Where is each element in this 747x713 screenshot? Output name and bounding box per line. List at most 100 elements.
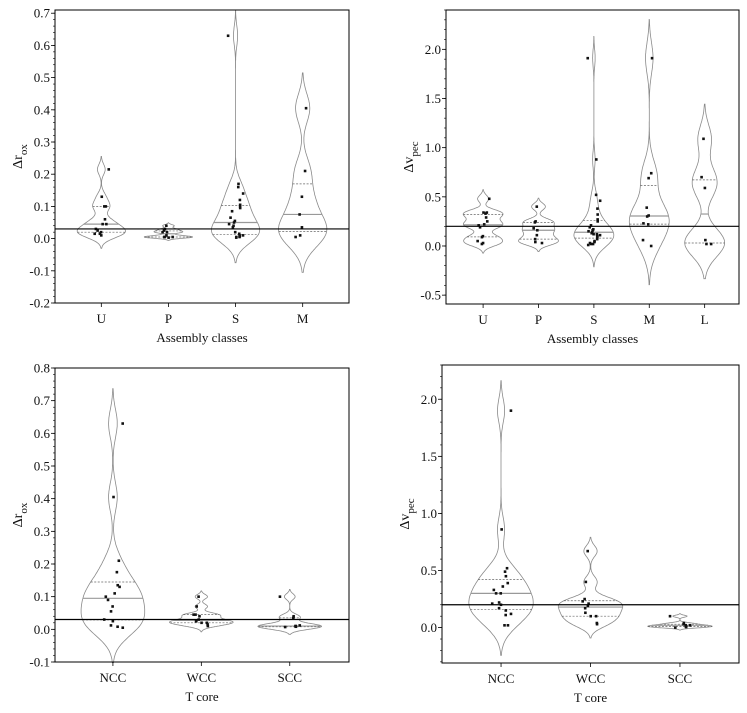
x-axis-label: T core <box>574 690 608 705</box>
y-tick-label: -0.1 <box>29 263 50 278</box>
data-point <box>509 612 513 616</box>
data-point <box>232 224 235 228</box>
violin-wcc <box>557 536 624 639</box>
data-point <box>99 234 103 237</box>
y-axis-label-subscript: pec <box>405 498 417 513</box>
data-point <box>589 614 593 618</box>
data-point <box>294 625 298 629</box>
data-point <box>497 606 501 610</box>
data-point <box>646 223 650 226</box>
y-axis-label-subscript: ox <box>18 502 30 514</box>
data-point <box>104 595 108 598</box>
x-tick-label: M <box>297 311 309 326</box>
data-point <box>705 242 708 246</box>
y-tick-label: 0.0 <box>425 238 441 253</box>
x-tick-label: P <box>535 312 542 327</box>
data-point <box>590 231 593 235</box>
data-point <box>583 606 587 610</box>
x-tick-label: WCC <box>187 670 217 685</box>
y-tick-label: 2.0 <box>421 392 437 407</box>
panel-4: 0.0 0.5 1.0 1.5 2.0 NCC WCC SCC T core Δvpec <box>398 364 740 705</box>
data-point <box>645 215 649 218</box>
data-point <box>162 229 166 232</box>
data-point <box>101 222 104 226</box>
violin-body <box>684 103 726 280</box>
violin-body <box>647 613 713 631</box>
data-point <box>165 224 168 228</box>
data-point <box>482 211 485 214</box>
data-point <box>109 610 113 613</box>
data-point <box>586 56 590 60</box>
x-tick-label: WCC <box>576 671 606 686</box>
data-point <box>103 217 107 221</box>
violin-u <box>76 156 126 249</box>
data-point <box>596 218 599 221</box>
violin-ncc <box>468 380 534 656</box>
data-point <box>206 623 209 626</box>
y-tick-label: 0.5 <box>34 459 50 474</box>
violin-u <box>462 189 504 254</box>
data-point <box>595 158 598 161</box>
data-point <box>292 614 295 618</box>
data-point <box>497 601 501 604</box>
data-point <box>298 234 302 237</box>
data-point <box>298 624 302 627</box>
data-point <box>206 624 210 628</box>
y-tick-label: 0.5 <box>34 70 50 85</box>
data-point <box>106 598 110 602</box>
data-point <box>233 230 237 234</box>
data-point <box>96 229 99 232</box>
y-tick-label: 0.0 <box>34 622 50 637</box>
y-axis-label: Δrox <box>11 502 30 527</box>
data-point <box>703 186 707 190</box>
x-tick-label: NCC <box>100 670 127 685</box>
violin-p <box>518 197 559 252</box>
data-point <box>595 232 599 236</box>
data-point <box>581 600 584 603</box>
data-point <box>533 221 537 224</box>
data-point <box>682 622 685 626</box>
data-point <box>197 595 200 598</box>
y-tick-label: 0.5 <box>421 563 437 578</box>
y-tick-label: -0.1 <box>29 655 50 670</box>
data-point <box>494 592 498 595</box>
data-point <box>594 193 598 197</box>
data-point <box>588 226 592 229</box>
data-point <box>509 409 513 412</box>
y-tick-label: 1.0 <box>425 140 441 155</box>
data-point <box>161 230 164 234</box>
y-axis-label-main: Δv <box>398 514 413 530</box>
data-point <box>232 221 236 224</box>
violin-body <box>518 197 559 252</box>
data-point <box>278 595 282 598</box>
data-point <box>598 233 602 237</box>
data-point <box>117 559 121 563</box>
panel-1: -0.2 -0.1 0.0 0.1 0.2 0.3 0.4 0.5 0.6 0.7 U P S M Asse… <box>11 6 350 345</box>
data-point <box>300 195 304 199</box>
data-point <box>535 233 539 237</box>
data-point <box>641 238 645 242</box>
data-point <box>303 169 307 173</box>
data-point <box>163 235 166 239</box>
violin-body <box>76 156 126 249</box>
y-tick-label: 0.2 <box>34 167 50 182</box>
data-point <box>650 56 654 60</box>
violin-l <box>684 103 726 280</box>
data-point <box>534 240 537 244</box>
data-point <box>93 232 97 236</box>
data-point <box>492 588 496 592</box>
y-axis-label-main: Δr <box>11 155 26 169</box>
y-tick-label: 0.6 <box>34 38 51 53</box>
y-tick-label: 0.4 <box>34 102 51 117</box>
data-point <box>477 224 480 227</box>
data-point <box>587 602 590 605</box>
data-point <box>238 235 241 239</box>
data-point <box>111 619 115 623</box>
data-point <box>484 216 488 219</box>
y-axis-label-subscript: pec <box>409 141 421 156</box>
x-tick-label: SCC <box>668 671 693 686</box>
violin-body <box>468 380 534 656</box>
data-point <box>536 228 539 232</box>
data-point <box>116 625 119 629</box>
